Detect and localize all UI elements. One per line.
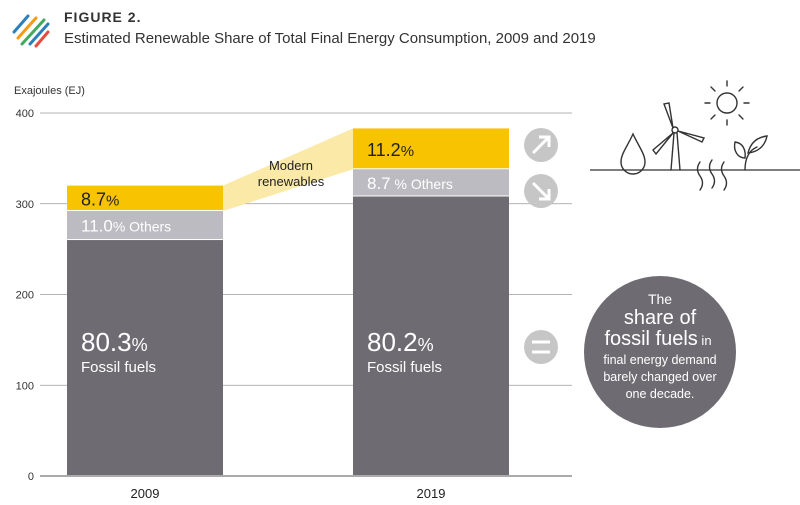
callout-line3: fossil fuels in: [604, 328, 711, 350]
band-label-line2: renewables: [258, 174, 325, 189]
data-label-unit: %: [418, 335, 434, 355]
bar-fossil-2019: [353, 196, 509, 476]
data-label-number: 11.0: [81, 217, 113, 236]
data-label-unit: %: [401, 143, 414, 160]
figure-label: FIGURE 2.: [64, 9, 142, 25]
data-label-number: 8.7: [81, 189, 106, 209]
y-tick-label: 300: [16, 199, 34, 211]
series-name-fossil: Fossil fuels: [367, 359, 442, 376]
data-label-number: 11.2: [367, 140, 401, 160]
series-name-fossil: Fossil fuels: [81, 359, 156, 376]
data-label-renewables: 8.7%: [81, 189, 119, 209]
equals-icon: [524, 330, 558, 364]
callout-line5: barely changed over: [603, 370, 716, 384]
data-label-unit: % Others: [391, 176, 453, 192]
arrow-down-right-icon: [524, 174, 558, 208]
callout-line2: share of: [624, 307, 697, 329]
figure-title: Estimated Renewable Share of Total Final…: [64, 30, 596, 47]
logo-stripes-icon: [12, 8, 52, 53]
y-axis-label: Exajoules (EJ): [14, 85, 85, 97]
y-tick-label: 0: [28, 471, 34, 483]
band-label-line1: Modern: [269, 158, 313, 173]
bar-renewables-2019: [353, 128, 509, 169]
renewables-band: [223, 128, 353, 212]
data-label-others: 8.7 % Others: [367, 174, 453, 193]
x-tick-label: 2019: [417, 486, 446, 501]
water-drop-icon: [620, 132, 646, 175]
x-tick-label: 2009: [131, 486, 160, 501]
callout-line1: The: [648, 291, 672, 307]
data-label-renewables: 11.2%: [367, 140, 414, 160]
leaf-icon: [733, 135, 768, 171]
bar-fossil-2009: [67, 240, 223, 475]
bar-others-2019: [353, 169, 509, 196]
y-tick-label: 100: [16, 380, 34, 392]
arrow-up-right-icon: [524, 128, 558, 162]
data-label-fossil: 80.2%: [367, 327, 434, 357]
data-label-unit: %: [106, 192, 119, 209]
callout-line6: one decade.: [626, 387, 695, 401]
bar-renewables-2009: [67, 185, 223, 211]
y-tick-label: 200: [16, 290, 34, 302]
callout-line3b: in: [698, 333, 712, 348]
data-label-number: 8.7: [367, 174, 391, 193]
callout-line3a: fossil fuels: [604, 328, 697, 350]
callout-bubble: The share of fossil fuels in final energ…: [584, 276, 736, 428]
data-label-number: 80.3: [81, 327, 132, 357]
data-label-others: 11.0% Others: [81, 217, 171, 236]
data-label-number: 80.2: [367, 327, 418, 357]
wind-turbine-icon: [652, 102, 706, 171]
data-label-fossil: 80.3%: [81, 327, 148, 357]
sun-icon: [704, 80, 750, 126]
callout-line4: final energy demand: [603, 353, 716, 367]
bar-others-2009: [67, 211, 223, 240]
heat-waves-icon: [696, 159, 728, 191]
data-label-unit: % Others: [113, 219, 171, 235]
data-label-unit: %: [132, 335, 148, 355]
y-tick-label: 400: [16, 108, 34, 120]
